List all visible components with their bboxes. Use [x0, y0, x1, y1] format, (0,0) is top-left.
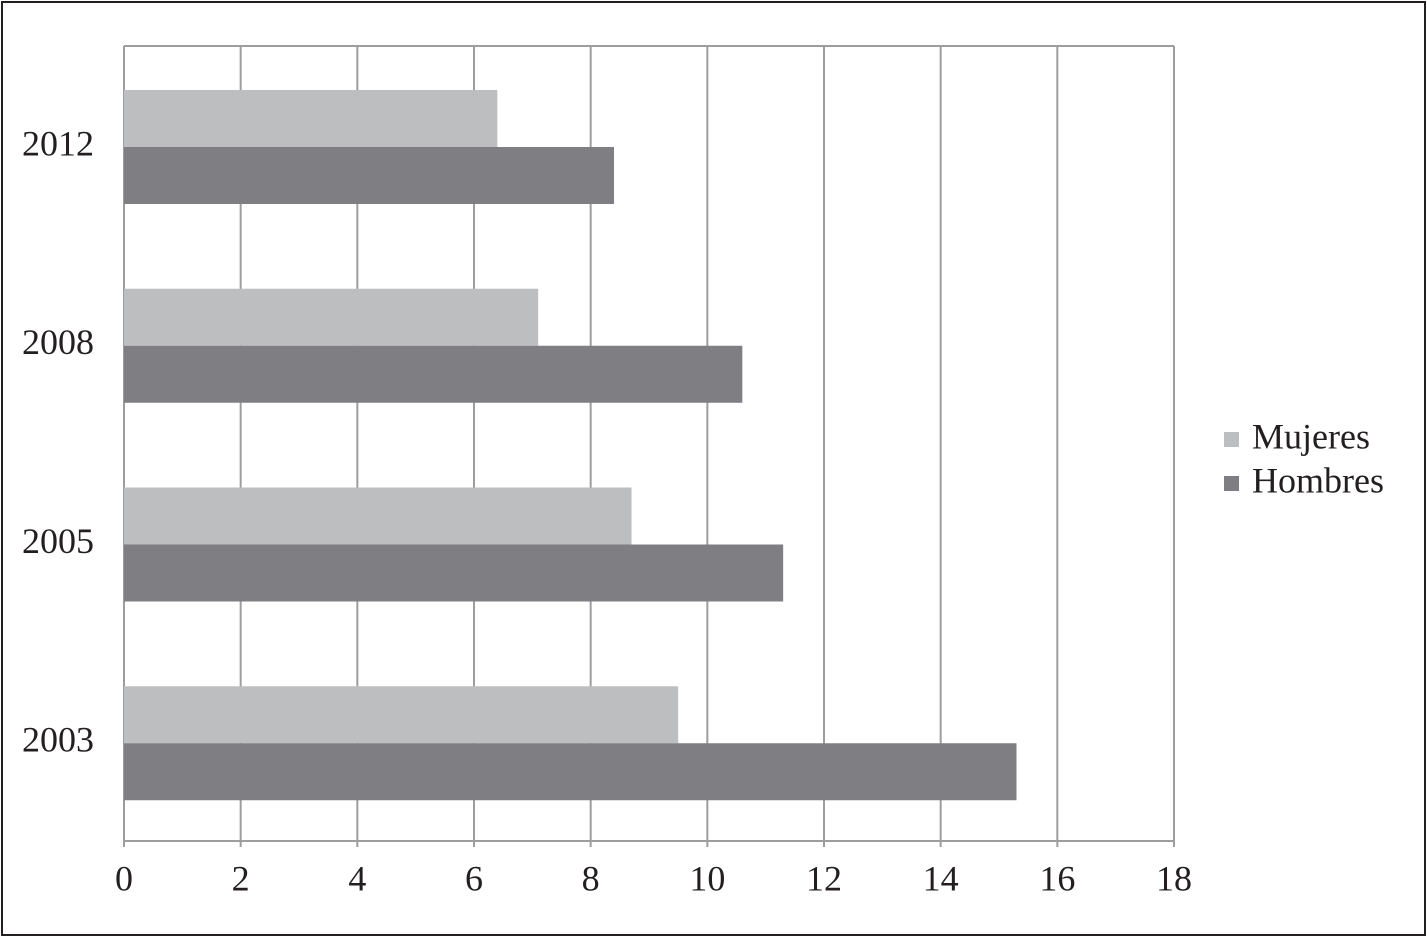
bar — [124, 90, 498, 147]
bar — [124, 686, 679, 744]
bar — [124, 288, 539, 346]
bar — [124, 147, 614, 204]
x-tick-label: 6 — [465, 858, 483, 898]
x-tick-label: 0 — [115, 858, 133, 898]
x-tick-label: 18 — [1156, 858, 1192, 898]
x-tick-label: 14 — [923, 858, 959, 898]
x-tick-label: 12 — [806, 858, 842, 898]
legend-swatch — [1224, 476, 1239, 491]
y-tick-label: 2003 — [22, 720, 94, 760]
x-tick-label: 16 — [1039, 858, 1075, 898]
legend-swatch — [1224, 432, 1239, 447]
y-tick-label: 2005 — [22, 521, 94, 561]
bar — [124, 544, 784, 602]
bar — [124, 345, 743, 403]
legend-label: Mujeres — [1252, 416, 1370, 456]
y-tick-label: 2008 — [22, 322, 94, 362]
bar — [124, 743, 1017, 801]
bar — [124, 487, 632, 545]
legend-label: Hombres — [1252, 460, 1384, 500]
x-tick-label: 2 — [232, 858, 250, 898]
y-tick-label: 2012 — [22, 123, 94, 163]
x-tick-label: 8 — [582, 858, 600, 898]
x-tick-label: 10 — [689, 858, 725, 898]
x-tick-label: 4 — [348, 858, 366, 898]
